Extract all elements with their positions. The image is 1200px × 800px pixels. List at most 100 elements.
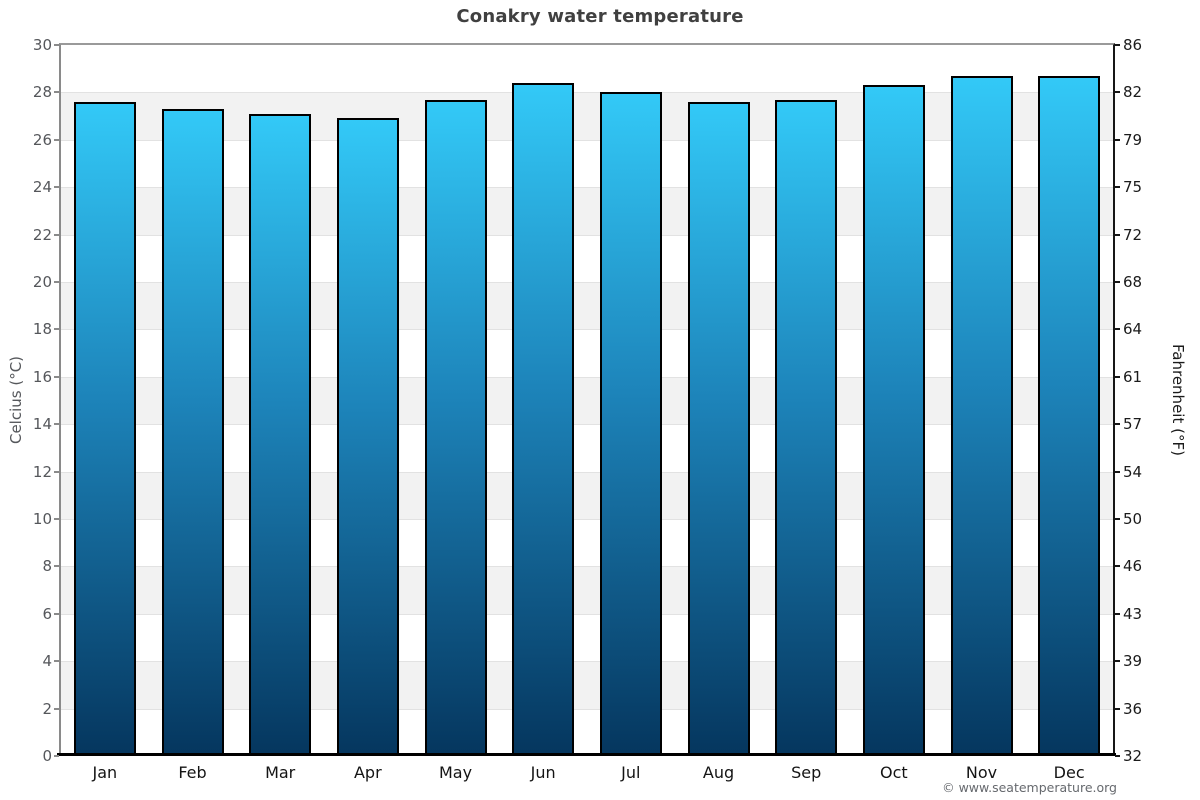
grid-band	[61, 45, 1113, 93]
fahrenheit-tick-label: 57	[1123, 415, 1143, 434]
bar-aug	[687, 101, 750, 756]
grid-band	[61, 139, 1113, 188]
chart-title: Conakry water temperature	[456, 6, 744, 27]
fahrenheit-tick-label: 79	[1123, 130, 1143, 149]
bar-may	[424, 99, 487, 756]
month-label-oct: Oct	[879, 763, 908, 782]
celsius-tick-mark	[54, 375, 59, 378]
fahrenheit-tick-label: 36	[1123, 699, 1143, 718]
gridline	[61, 519, 1113, 520]
celsius-tick-mark	[54, 328, 59, 331]
celsius-tick-label: 12	[32, 462, 52, 481]
celsius-tick-mark	[54, 233, 59, 236]
celsius-tick-label: 10	[32, 510, 52, 528]
gridline	[61, 282, 1113, 283]
celsius-tick-label: 24	[32, 178, 52, 197]
celsius-tick-mark	[54, 91, 59, 94]
celsius-tick-mark	[54, 423, 59, 426]
celsius-tick-label: 26	[32, 130, 52, 149]
fahrenheit-tick-label: 68	[1123, 273, 1143, 291]
fahrenheit-tick-mark	[1115, 755, 1120, 757]
bar-apr	[336, 118, 399, 756]
grid-band	[61, 708, 1113, 756]
celsius-tick-label: 0	[42, 747, 52, 765]
fahrenheit-tick-mark	[1115, 375, 1120, 378]
fahrenheit-tick-mark	[1115, 565, 1120, 568]
celsius-tick-mark	[54, 707, 59, 710]
fahrenheit-tick-mark	[1115, 233, 1120, 236]
celsius-tick-mark	[54, 138, 59, 141]
fahrenheit-tick-mark	[1115, 328, 1120, 331]
gridline	[61, 139, 1113, 141]
bar-nov	[950, 75, 1013, 756]
grid-band	[61, 187, 1113, 235]
fahrenheit-tick-label: 39	[1123, 652, 1143, 671]
bar-feb	[161, 109, 224, 756]
bar-dec	[1038, 75, 1101, 756]
fahrenheit-tick-label: 46	[1123, 557, 1143, 576]
gridline	[61, 471, 1113, 473]
gridline	[61, 424, 1113, 426]
y-axis-label-fahrenheit: Fahrenheit (°F)	[1169, 344, 1187, 456]
gridline	[61, 234, 1113, 236]
month-label-jan: Jan	[92, 763, 118, 782]
fahrenheit-tick-label: 61	[1123, 367, 1143, 386]
bar-jan	[73, 101, 136, 756]
celsius-tick-label: 8	[42, 557, 52, 576]
x-axis-line	[57, 753, 1116, 756]
celsius-tick-label: 28	[32, 83, 52, 102]
grid-band	[61, 376, 1113, 425]
fahrenheit-tick-mark	[1115, 423, 1120, 426]
celsius-tick-label: 14	[32, 415, 52, 434]
celsius-tick-label: 2	[42, 699, 52, 718]
celsius-tick-label: 20	[32, 273, 52, 291]
fahrenheit-tick-mark	[1115, 91, 1120, 94]
month-label-mar: Mar	[265, 763, 296, 782]
celsius-tick-label: 30	[32, 36, 52, 54]
fahrenheit-tick-mark	[1115, 44, 1120, 46]
bar-sep	[775, 99, 838, 756]
month-label-jun: Jun	[530, 763, 556, 782]
fahrenheit-tick-label: 75	[1123, 178, 1143, 197]
fahrenheit-tick-mark	[1115, 470, 1120, 473]
fahrenheit-tick-label: 54	[1123, 462, 1143, 481]
grid-band	[61, 234, 1113, 282]
fahrenheit-tick-mark	[1115, 138, 1120, 141]
month-label-nov: Nov	[965, 763, 998, 782]
celsius-tick-mark	[54, 612, 59, 615]
bar-mar	[249, 113, 312, 756]
month-label-feb: Feb	[178, 763, 207, 782]
month-label-apr: Apr	[353, 763, 382, 782]
celsius-tick-mark	[54, 470, 59, 473]
month-label-aug: Aug	[702, 763, 735, 782]
fahrenheit-tick-mark	[1115, 281, 1120, 283]
celsius-tick-mark	[54, 565, 59, 568]
celsius-tick-mark	[54, 44, 59, 46]
month-label-sep: Sep	[791, 763, 822, 782]
fahrenheit-tick-mark	[1115, 612, 1120, 615]
fahrenheit-tick-label: 82	[1123, 83, 1143, 102]
celsius-tick-mark	[54, 755, 59, 757]
gridline	[61, 329, 1113, 331]
gridline	[61, 566, 1113, 568]
fahrenheit-tick-mark	[1115, 660, 1120, 663]
gridline	[61, 92, 1113, 94]
celsius-tick-label: 22	[32, 225, 52, 244]
fahrenheit-tick-label: 50	[1123, 510, 1143, 528]
month-label-jul: Jul	[621, 763, 641, 782]
celsius-tick-mark	[54, 518, 59, 520]
fahrenheit-tick-label: 32	[1123, 747, 1143, 765]
celsius-tick-mark	[54, 186, 59, 189]
celsius-tick-label: 4	[42, 652, 52, 671]
grid-band	[61, 282, 1113, 330]
month-label-may: May	[438, 763, 473, 782]
fahrenheit-tick-label: 72	[1123, 225, 1143, 244]
gridline	[61, 376, 1113, 378]
celsius-tick-label: 16	[32, 367, 52, 386]
celsius-tick-label: 6	[42, 604, 52, 623]
y-axis-label-celsius: Celcius (°C)	[7, 355, 25, 445]
fahrenheit-tick-mark	[1115, 518, 1120, 520]
celsius-tick-mark	[54, 660, 59, 663]
fahrenheit-tick-mark	[1115, 186, 1120, 189]
